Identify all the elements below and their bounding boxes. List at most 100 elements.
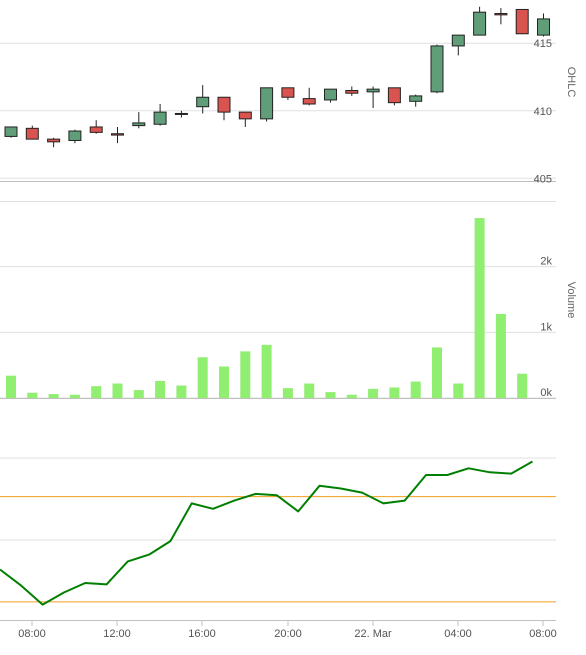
volume-tick-label: 0k bbox=[540, 387, 552, 399]
candle bbox=[324, 88, 337, 103]
candle bbox=[217, 96, 231, 121]
candle bbox=[4, 126, 18, 138]
candle-body bbox=[89, 126, 103, 133]
candle-body bbox=[515, 8, 529, 35]
candle-body bbox=[217, 96, 231, 113]
time-axis: 08:00 12:00 16:00 20:00 22. Mar 04:00 08:00 bbox=[18, 620, 557, 640]
candle bbox=[132, 112, 146, 129]
ohlc-gridlines bbox=[0, 42, 556, 182]
candle-body bbox=[537, 18, 550, 36]
candle-body bbox=[302, 98, 316, 105]
candle-body bbox=[111, 133, 124, 136]
candle bbox=[302, 87, 316, 106]
volume-bar bbox=[495, 313, 506, 398]
candle-body bbox=[132, 122, 146, 127]
candle-body bbox=[174, 112, 188, 115]
volume-bar bbox=[155, 380, 166, 398]
candle bbox=[111, 126, 124, 144]
candle bbox=[260, 87, 274, 122]
candle bbox=[494, 8, 508, 25]
candle bbox=[47, 137, 61, 148]
candle bbox=[345, 86, 359, 96]
volume-bar bbox=[91, 386, 102, 398]
volume-bar bbox=[197, 357, 208, 398]
volume-bar bbox=[517, 373, 528, 398]
candle-body bbox=[430, 45, 444, 93]
indicator-panel bbox=[0, 457, 556, 621]
candle-body bbox=[47, 138, 61, 143]
candle-body bbox=[324, 88, 337, 101]
candle-body bbox=[4, 126, 18, 137]
volume-bar bbox=[474, 218, 485, 398]
volume-bar bbox=[6, 375, 16, 398]
volume-bar bbox=[219, 366, 229, 398]
candle-body bbox=[473, 11, 487, 36]
time-tick-label: 08:00 bbox=[18, 628, 46, 640]
volume-bars bbox=[6, 218, 528, 398]
volume-bar bbox=[410, 381, 421, 398]
volume-bar bbox=[112, 383, 123, 398]
candle bbox=[153, 104, 167, 126]
time-tick-label: 22. Mar bbox=[354, 628, 392, 640]
volume-bar bbox=[69, 394, 80, 398]
candle bbox=[68, 129, 82, 144]
volume-bar bbox=[346, 394, 357, 398]
candle-body bbox=[451, 34, 465, 47]
volume-tick-label: 2k bbox=[540, 256, 552, 268]
volume-bar bbox=[282, 388, 293, 398]
volume-bar bbox=[325, 392, 336, 398]
candle-body bbox=[153, 111, 167, 125]
ohlc-tick-label: 415 bbox=[534, 38, 552, 50]
candle-body bbox=[366, 88, 380, 93]
candle bbox=[281, 87, 295, 100]
candle bbox=[473, 6, 487, 36]
volume-panel: 0k 1k 2k Volume bbox=[0, 201, 577, 399]
ohlc-panel: 405 410 415 OHLC bbox=[0, 6, 577, 185]
candle bbox=[387, 87, 401, 106]
volume-bar bbox=[27, 392, 38, 398]
candle-body bbox=[68, 130, 82, 141]
indicator-reference-lines bbox=[0, 496, 556, 603]
candle bbox=[537, 13, 550, 37]
candle-body bbox=[260, 87, 274, 120]
ohlc-tick-label: 405 bbox=[534, 173, 552, 185]
candle bbox=[451, 34, 465, 56]
volume-bar bbox=[48, 394, 59, 398]
candle bbox=[409, 94, 423, 107]
candle bbox=[515, 8, 529, 35]
candle bbox=[174, 110, 188, 118]
volume-axis-title: Volume bbox=[565, 282, 577, 319]
volume-bar bbox=[368, 388, 379, 398]
ohlc-tick-label: 410 bbox=[534, 106, 552, 118]
volume-bar bbox=[432, 347, 442, 398]
candle-body bbox=[25, 127, 39, 140]
time-tick-label: 20:00 bbox=[274, 628, 302, 640]
volume-bar bbox=[176, 385, 187, 398]
time-tick-label: 12:00 bbox=[103, 628, 131, 640]
candle bbox=[89, 120, 103, 134]
volume-tick-label: 1k bbox=[540, 321, 552, 333]
candle-body bbox=[494, 13, 508, 16]
candle-body bbox=[387, 87, 401, 104]
indicator-line bbox=[0, 460, 533, 606]
candle-body bbox=[196, 96, 210, 108]
ohlc-candles bbox=[4, 6, 550, 148]
candle-body bbox=[409, 95, 423, 102]
volume-bar bbox=[133, 390, 144, 398]
ohlc-tick-labels: 405 410 415 bbox=[534, 38, 552, 185]
candle-body bbox=[281, 87, 295, 98]
time-tick-label: 08:00 bbox=[529, 628, 557, 640]
volume-tick-labels: 0k 1k 2k bbox=[540, 256, 552, 399]
indicator-gridlines bbox=[0, 457, 556, 621]
time-tick-label: 04:00 bbox=[444, 628, 472, 640]
indicator-series bbox=[0, 460, 533, 606]
volume-bar bbox=[261, 344, 272, 398]
ohlc-axis-title: OHLC bbox=[565, 67, 577, 98]
candle-body bbox=[345, 90, 359, 94]
volume-bar bbox=[453, 383, 464, 398]
candle bbox=[430, 44, 444, 94]
time-tick-label: 16:00 bbox=[188, 628, 216, 640]
candle bbox=[25, 125, 39, 140]
candle bbox=[238, 111, 252, 127]
